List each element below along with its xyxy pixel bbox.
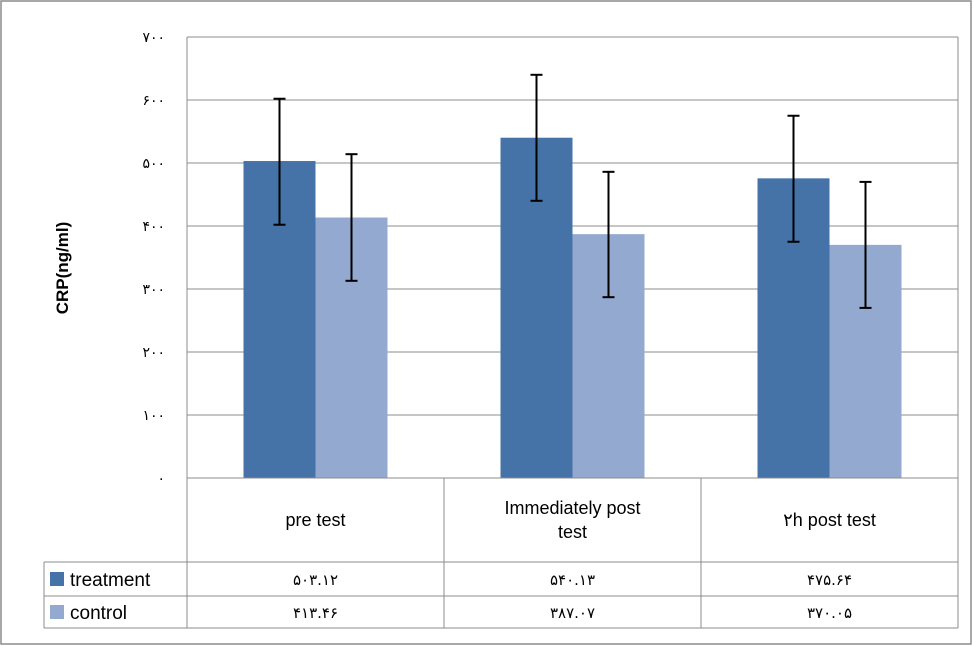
- y-tick-label: ٠: [157, 471, 165, 487]
- legend-key-treatment: [50, 572, 64, 586]
- y-tick-label: ٧٠٠: [142, 30, 165, 46]
- x-category-label: test: [558, 522, 587, 542]
- error-bar-control-2: [602, 170, 615, 299]
- y-axis: ٠ ١٠٠ ٢٠٠ ٣٠٠ ۴٠٠ ۵٠٠ ۶٠٠ ٧٠٠: [142, 30, 165, 487]
- data-table: pre test Immediately post test ٢h post test…: [43, 477, 959, 629]
- y-tick-label: ۶٠٠: [142, 93, 165, 109]
- y-tick-label: ۴٠٠: [142, 219, 165, 235]
- x-category-label: ٢h post test: [783, 510, 876, 530]
- data-label-treatment-1: ۵٠٣.١٢: [293, 571, 338, 589]
- data-label-treatment-3: ۴٧۵.۶۴: [807, 571, 852, 589]
- error-bar-control-3: [859, 180, 872, 309]
- data-label-control-3: ٣٧٠.٠۵: [807, 604, 852, 622]
- y-axis-label: CRP(ng/ml): [53, 222, 72, 315]
- error-bar-treatment-1: [273, 97, 286, 226]
- x-category-label: pre test: [285, 510, 345, 530]
- y-tick-label: ١٠٠: [142, 408, 165, 424]
- data-label-control-2: ٣٨٧.٠٧: [550, 604, 595, 622]
- y-tick-label: ۵٠٠: [142, 156, 165, 172]
- error-bar-treatment-3: [787, 114, 800, 243]
- error-bars: [273, 73, 872, 309]
- y-tick-label: ٢٠٠: [142, 345, 165, 361]
- error-bar-control-1: [345, 153, 358, 282]
- data-label-control-1: ۴١٣.۴۶: [293, 604, 338, 622]
- legend-label-treatment: treatment: [70, 570, 151, 591]
- x-category-label: Immediately post: [504, 498, 640, 518]
- y-tick-label: ٣٠٠: [142, 282, 165, 298]
- legend-label-control: control: [70, 603, 127, 624]
- legend-key-control: [50, 605, 64, 619]
- error-bar-treatment-2: [530, 73, 543, 202]
- data-label-treatment-2: ۵۴٠.١٣: [550, 571, 595, 589]
